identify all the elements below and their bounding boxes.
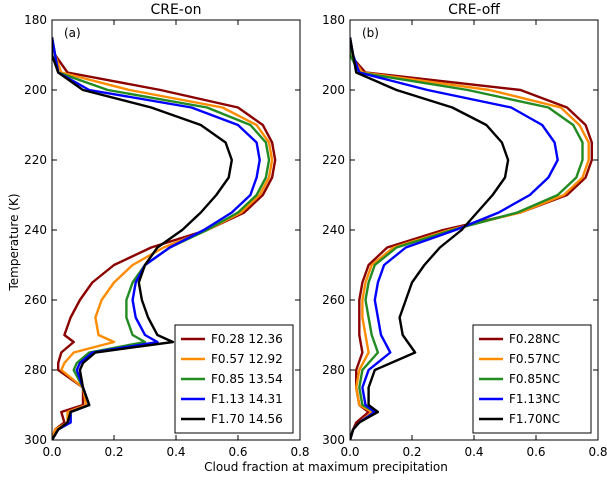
panel0-legend-label-4: F1.70 14.56	[211, 412, 283, 426]
panel1-ytick-label-4: 260	[322, 293, 345, 307]
panel1-ytick-label-5: 280	[322, 363, 345, 377]
panel1-ytick-label-0: 180	[322, 13, 345, 27]
panel0-legend-label-3: F1.13 14.31	[211, 392, 283, 406]
panel1-series-line-2	[350, 37, 584, 440]
panel0-xtick-label-4: 0.8	[290, 445, 309, 459]
panel0-ytick-label-6: 300	[24, 433, 47, 447]
panel0-legend: F0.28 12.36 F0.57 12.92 F0.85 13.54 F1.13 1…	[174, 324, 294, 434]
panel1-xtick-label-2: 0.4	[464, 445, 483, 459]
panel1-xtick-label-4: 0.8	[588, 445, 607, 459]
panel1-legend: F0.28NC F0.57NC F0.85NC F1.13NC F1.70NC	[472, 324, 592, 434]
panel1-legend-label-2: F0.85NC	[509, 372, 560, 386]
y-axis-label: Temperature (K)	[7, 193, 21, 291]
panel0-xtick-label-1: 0.2	[104, 445, 123, 459]
panel1-legend-label-1: F0.57NC	[509, 352, 560, 366]
panel1-xtick-label-1: 0.2	[402, 445, 421, 459]
panel1-xtick-label-0: 0.0	[340, 445, 359, 459]
panel1-ytick-label-3: 240	[322, 223, 345, 237]
panel-cre-on: 0.0 0.2 0.4 0.6 0.8 180 200 220 240 260 280 300 CRE-…	[24, 2, 309, 459]
panel0-ytick-label-3: 240	[24, 223, 47, 237]
x-axis-label: Cloud fraction at maximum precipitation	[204, 460, 448, 474]
panel1-title: CRE-off	[448, 2, 500, 18]
panel1-xtick-label-3: 0.6	[526, 445, 545, 459]
panel0-ytick-label-5: 280	[24, 363, 47, 377]
panel0-xtick-label-3: 0.6	[228, 445, 247, 459]
panel1-series-line-3	[350, 37, 559, 440]
panel0-legend-label-2: F0.85 13.54	[211, 372, 283, 386]
panel1-series-group	[350, 37, 593, 440]
panel0-legend-label-1: F0.57 12.92	[211, 352, 283, 366]
panel1-ytick-label-1: 200	[322, 83, 345, 97]
panel0-ytick-label-2: 220	[24, 153, 47, 167]
panel0-series-line-1	[52, 37, 274, 440]
panel1-legend-label-3: F1.13NC	[509, 392, 560, 406]
panel0-legend-label-0: F0.28 12.36	[211, 332, 283, 346]
panel0-xtick-label-2: 0.4	[166, 445, 185, 459]
panel-cre-off: 0.0 0.2 0.4 0.6 0.8 180 200 220 240 260 280 300 CRE-…	[322, 2, 607, 459]
panel0-series-line-0	[52, 37, 277, 440]
panel1-series-line-4	[350, 37, 510, 440]
panel0-title: CRE-on	[150, 2, 201, 18]
panel1-legend-label-0: F0.28NC	[509, 332, 560, 346]
panel1-panel-label: (b)	[362, 26, 379, 40]
panel0-panel-label: (a)	[64, 26, 81, 40]
panel0-ytick-label-4: 260	[24, 293, 47, 307]
panel1-series-line-1	[350, 37, 590, 440]
panel0-ytick-label-0: 180	[24, 13, 47, 27]
panel0-xtick-label-0: 0.0	[42, 445, 61, 459]
panel1-ytick-label-2: 220	[322, 153, 345, 167]
panel0-series-line-4	[52, 37, 233, 440]
panel1-legend-label-4: F1.70NC	[509, 412, 560, 426]
panel0-ytick-label-1: 200	[24, 83, 47, 97]
panel1-ytick-label-6: 300	[322, 433, 345, 447]
panel0-series-group	[52, 37, 277, 440]
